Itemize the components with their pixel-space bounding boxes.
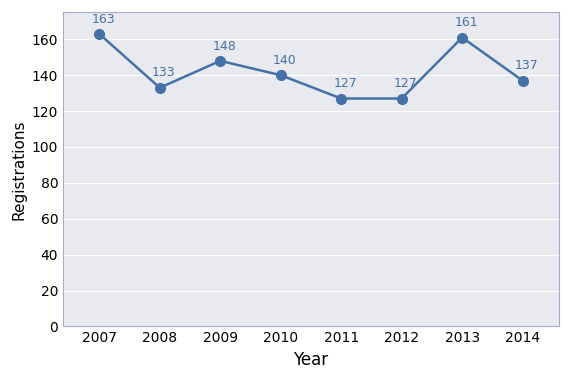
Y-axis label: Registrations: Registrations bbox=[11, 119, 26, 220]
Text: 137: 137 bbox=[515, 59, 539, 72]
Text: 161: 161 bbox=[454, 16, 478, 29]
X-axis label: Year: Year bbox=[294, 351, 328, 369]
Text: 163: 163 bbox=[92, 13, 115, 25]
Text: 148: 148 bbox=[213, 40, 237, 52]
Text: 127: 127 bbox=[394, 77, 418, 90]
Text: 127: 127 bbox=[333, 77, 357, 90]
Text: 133: 133 bbox=[152, 66, 176, 79]
Text: 140: 140 bbox=[273, 54, 297, 67]
